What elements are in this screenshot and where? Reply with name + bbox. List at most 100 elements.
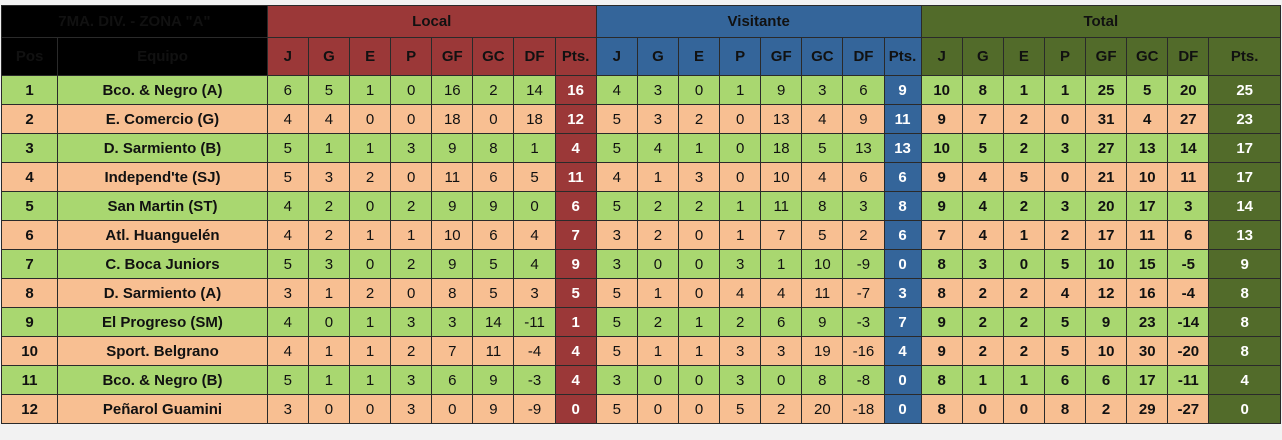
team-name-cell: Bco. & Negro (A) — [57, 75, 268, 105]
total-stat-cell: 0 — [1043, 104, 1087, 134]
total-stat-cell: 2 — [1002, 278, 1045, 308]
visitante-stat-cell: 11 — [760, 191, 803, 221]
local-stat-cell: 0 — [513, 191, 556, 221]
local-stat-cell: 4 — [266, 191, 309, 221]
visitante-stat-cell: -7 — [842, 278, 885, 308]
visitante-stat-cell: 0 — [677, 365, 721, 395]
total-stat-cell: 17 — [1126, 365, 1169, 395]
local-stat-cell: 1 — [349, 307, 392, 337]
visitante-stat-cell: 13 — [842, 133, 885, 163]
total-stat-cell: 9 — [920, 336, 963, 366]
visitante-points-cell: 0 — [883, 249, 922, 279]
total-stat-cell: 6 — [1167, 220, 1210, 250]
visitante-stat-cell: 9 — [842, 104, 885, 134]
visitante-stat-cell: 3 — [677, 162, 721, 192]
local-stat-cell: 2 — [349, 278, 392, 308]
visitante-stat-cell: -18 — [842, 394, 885, 424]
total-stat-cell: 20 — [1085, 191, 1128, 221]
local-stat-cell: 0 — [307, 394, 351, 424]
visitante-header: Visitante — [595, 5, 922, 38]
team-name-cell: Bco. & Negro (B) — [57, 365, 268, 395]
total-points-cell: 8 — [1208, 336, 1281, 366]
total-points-cell: 9 — [1208, 249, 1281, 279]
visitante-stat-cell: 3 — [760, 336, 803, 366]
local-stat-cell: 2 — [472, 75, 515, 105]
local-stat-cell: 9 — [431, 191, 474, 221]
total-stat-cell: 7 — [920, 220, 963, 250]
total-stat-cell: 9 — [920, 191, 963, 221]
visitante-stat-cell: 2 — [760, 394, 803, 424]
total-stat-cell: -27 — [1167, 394, 1210, 424]
visitante-stat-cell: 3 — [719, 336, 762, 366]
local-stat-cell: 4 — [513, 249, 556, 279]
total-stat-cell: 5 — [961, 133, 1004, 163]
table-row: 3 D. Sarmiento (B) 5 1 1 3 9 8 1 4 5 4 1 0 18 5 13 13 10 5 2… — [0, 133, 1281, 163]
total-stat-cell: 27 — [1085, 133, 1128, 163]
visitante-stat-cell: 2 — [677, 104, 721, 134]
header-row-columns: Pos Equipo J G E P GF GC DF Pts. J G E P GF GC DF Pts. J… — [0, 37, 1281, 76]
visitante-stat-cell: 2 — [719, 307, 762, 337]
local-stat-cell: 16 — [431, 75, 474, 105]
total-stat-cell: 4 — [961, 162, 1004, 192]
total-stat-cell: 2 — [1043, 220, 1087, 250]
position-cell: 5 — [0, 191, 59, 221]
visitante-col-header: E — [677, 37, 721, 76]
total-stat-cell: 12 — [1085, 278, 1128, 308]
local-stat-cell: -4 — [513, 336, 556, 366]
visitante-stat-cell: -16 — [842, 336, 885, 366]
visitante-stat-cell: -9 — [842, 249, 885, 279]
local-stat-cell: 2 — [390, 336, 433, 366]
position-cell: 4 — [0, 162, 59, 192]
local-stat-cell: 2 — [390, 249, 433, 279]
total-stat-cell: 8 — [961, 75, 1004, 105]
visitante-col-header: DF — [842, 37, 885, 76]
local-stat-cell: 1 — [349, 75, 392, 105]
total-stat-cell: 0 — [1002, 249, 1045, 279]
visitante-stat-cell: 0 — [636, 249, 679, 279]
total-stat-cell: 0 — [961, 394, 1004, 424]
total-stat-cell: 5 — [1002, 162, 1045, 192]
visitante-stat-cell: 5 — [595, 336, 638, 366]
total-stat-cell: 2 — [1002, 307, 1045, 337]
total-stat-cell: 4 — [961, 191, 1004, 221]
visitante-stat-cell: 3 — [595, 249, 638, 279]
visitante-col-header: J — [595, 37, 638, 76]
local-stat-cell: 4 — [266, 220, 309, 250]
local-points-cell: 4 — [554, 133, 597, 163]
local-stat-cell: 1 — [513, 133, 556, 163]
table-row: 5 San Martin (ST) 4 2 0 2 9 9 0 6 5 2 2 1 11 8 3 8 9 4 2 3 20 1… — [0, 191, 1281, 221]
local-stat-cell: 1 — [390, 220, 433, 250]
local-stat-cell: 9 — [472, 365, 515, 395]
visitante-stat-cell: 2 — [677, 191, 721, 221]
visitante-stat-cell: 6 — [842, 162, 885, 192]
local-stat-cell: 1 — [307, 278, 351, 308]
total-stat-cell: 21 — [1085, 162, 1128, 192]
visitante-stat-cell: 6 — [842, 75, 885, 105]
visitante-stat-cell: 5 — [801, 133, 844, 163]
local-stat-cell: 5 — [307, 75, 351, 105]
total-stat-cell: 17 — [1126, 191, 1169, 221]
position-cell: 9 — [0, 307, 59, 337]
local-stat-cell: 0 — [349, 249, 392, 279]
total-stat-cell: 2 — [1002, 191, 1045, 221]
local-stat-cell: 4 — [266, 307, 309, 337]
local-stat-cell: 2 — [349, 162, 392, 192]
visitante-points-cell: 6 — [883, 220, 922, 250]
total-points-cell: 8 — [1208, 307, 1281, 337]
visitante-stat-cell: 0 — [719, 162, 762, 192]
local-col-header: DF — [513, 37, 556, 76]
position-cell: 1 — [0, 75, 59, 105]
visitante-stat-cell: 5 — [595, 307, 638, 337]
total-stat-cell: 3 — [1043, 133, 1087, 163]
team-name-cell: D. Sarmiento (B) — [57, 133, 268, 163]
total-stat-cell: 2 — [1002, 133, 1045, 163]
local-col-header: GC — [472, 37, 515, 76]
visitante-stat-cell: 4 — [801, 104, 844, 134]
total-stat-cell: 10 — [1085, 336, 1128, 366]
team-name-cell: El Progreso (SM) — [57, 307, 268, 337]
visitante-points-cell: 0 — [883, 365, 922, 395]
table-row: 6 Atl. Huanguelén 4 2 1 1 10 6 4 7 3 2 0 1 7 5 2 6 7 4 1 2 17 1… — [0, 220, 1281, 250]
visitante-stat-cell: 0 — [677, 220, 721, 250]
table-row: 12 Peñarol Guamini 3 0 0 3 0 9 -9 0 5 0 0 5 2 20 -18 0 8 0 0… — [0, 394, 1281, 424]
team-name-cell: Sport. Belgrano — [57, 336, 268, 366]
